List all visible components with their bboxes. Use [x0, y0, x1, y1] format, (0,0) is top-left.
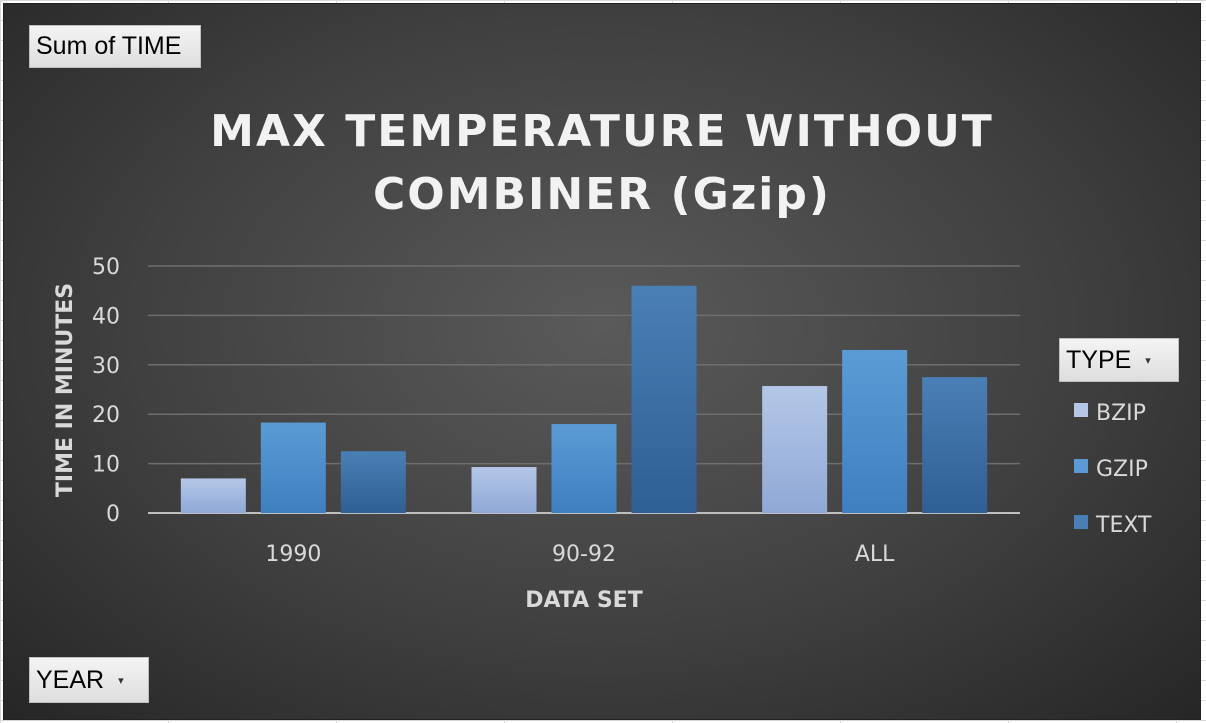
y-tick-label: 20: [92, 403, 120, 428]
bar-text-0[interactable]: [340, 451, 406, 513]
legend-field-label: TYPE: [1066, 345, 1132, 374]
legend-swatch-gzip: [1074, 459, 1088, 473]
chart-title-line-1: MAX TEMPERATURE WITHOUT: [210, 106, 994, 157]
bar-gzip-0[interactable]: [260, 422, 326, 513]
y-tick-label: 10: [92, 453, 120, 478]
bar-bzip-1[interactable]: [471, 467, 537, 513]
chart-title-line-2: COMBINER (Gzip): [373, 169, 831, 220]
bar-bzip-0[interactable]: [180, 478, 246, 513]
chart-area[interactable]: [3, 3, 1201, 720]
x-tick-label: ALL: [855, 542, 895, 567]
bar-gzip-1[interactable]: [551, 424, 617, 513]
y-axis-label: TIME IN MINUTES: [53, 283, 78, 497]
axis-field-label: YEAR: [36, 665, 105, 694]
legend-swatch-text: [1074, 515, 1088, 529]
legend-label-text: TEXT: [1095, 513, 1152, 538]
value-field-label: Sum of TIME: [36, 32, 182, 60]
legend-label-bzip: BZIP: [1096, 401, 1146, 426]
x-axis-label: DATA SET: [525, 588, 642, 613]
y-tick-label: 50: [92, 255, 120, 280]
legend-swatch-bzip: [1074, 403, 1088, 417]
y-tick-label: 0: [106, 502, 120, 527]
bar-gzip-2[interactable]: [842, 349, 908, 513]
value-field-button[interactable]: Sum of TIME: [29, 25, 201, 68]
y-tick-label: 40: [92, 304, 120, 329]
bar-bzip-2[interactable]: [762, 386, 828, 513]
chevron-down-icon[interactable]: ▾: [1145, 354, 1151, 367]
bar-text-1[interactable]: [631, 285, 697, 513]
y-tick-label: 30: [92, 354, 120, 379]
legend-field-button[interactable]: TYPE ▾: [1059, 338, 1179, 382]
legend-label-gzip: GZIP: [1096, 457, 1148, 482]
x-tick-label: 1990: [265, 542, 321, 567]
x-tick-label: 90-92: [552, 542, 616, 567]
chevron-down-icon[interactable]: ▾: [118, 674, 124, 687]
bar-text-2[interactable]: [922, 377, 988, 513]
axis-field-button[interactable]: YEAR ▾: [29, 657, 149, 703]
